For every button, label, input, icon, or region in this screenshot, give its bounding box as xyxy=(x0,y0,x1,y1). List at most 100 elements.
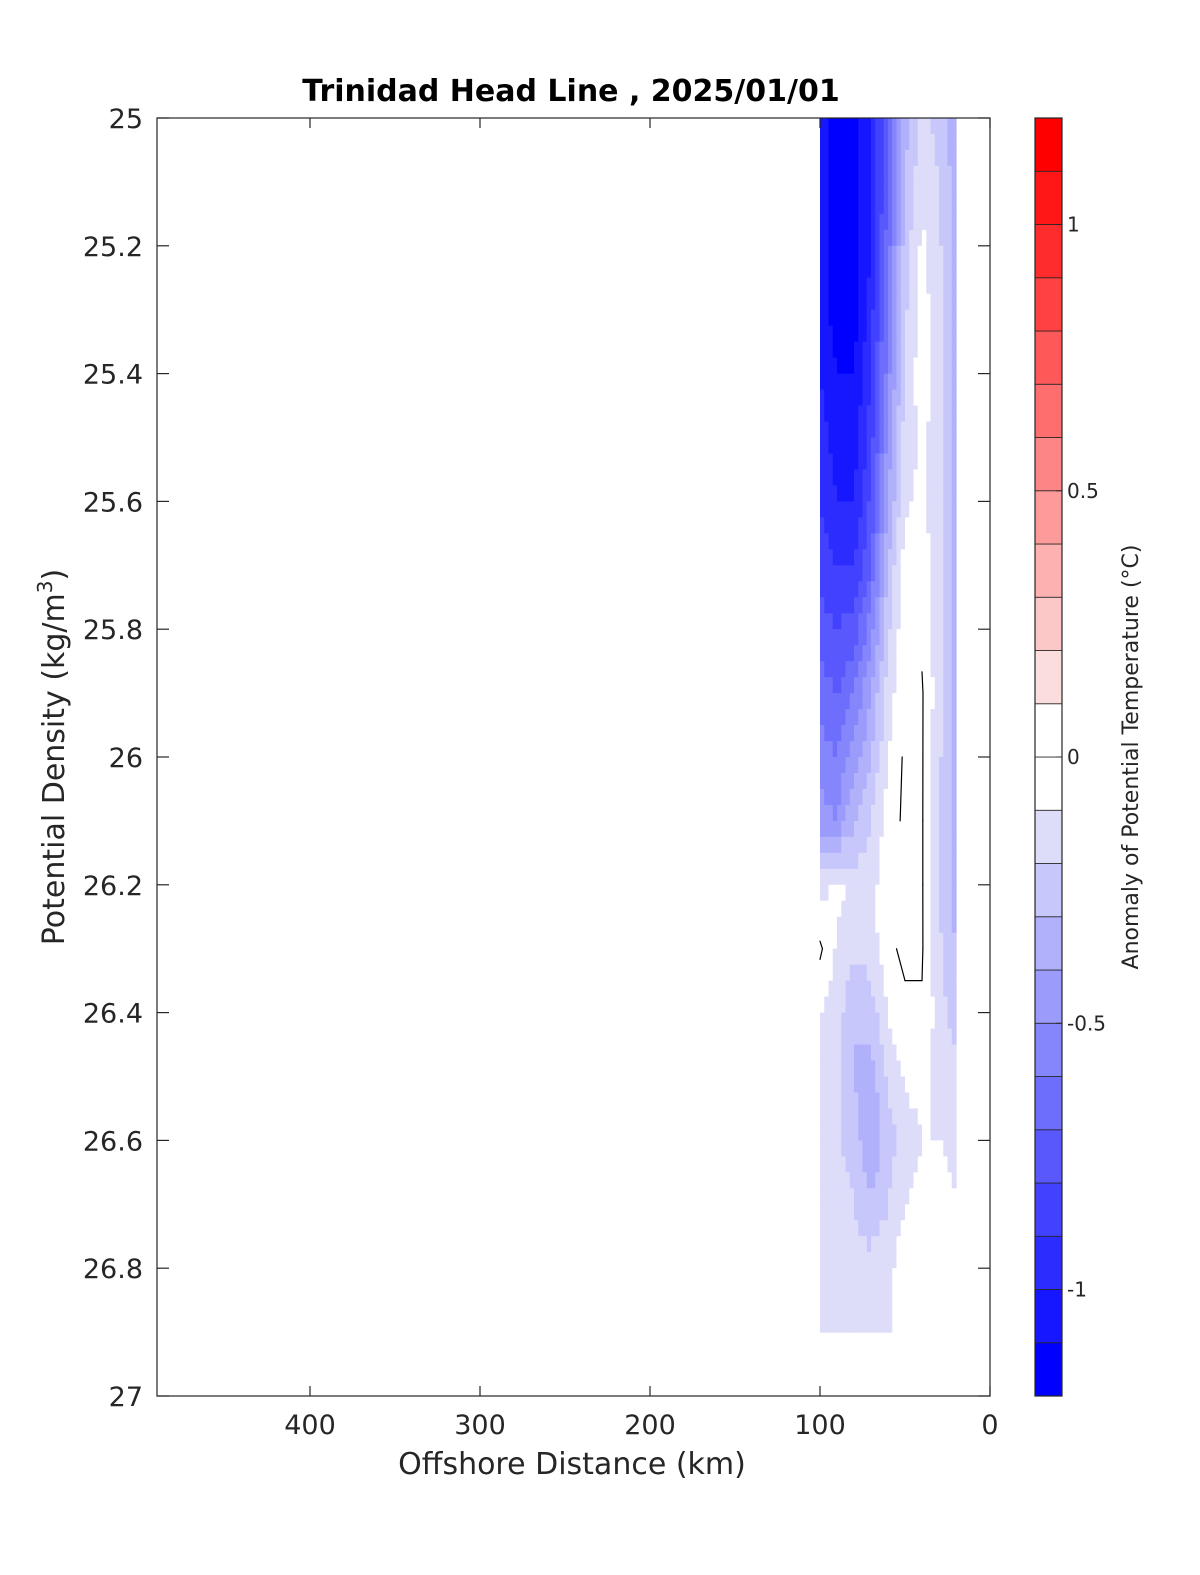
heatmap-cell xyxy=(871,469,876,487)
heatmap-cell xyxy=(832,133,838,151)
heatmap-cell xyxy=(866,1124,872,1141)
heatmap-cell xyxy=(888,581,893,598)
heatmap-cell xyxy=(939,118,944,135)
colorbar-segment xyxy=(1034,1289,1063,1344)
heatmap-cell xyxy=(892,1092,898,1110)
heatmap-cell xyxy=(939,517,944,534)
heatmap-cell xyxy=(892,613,898,630)
heatmap-cell xyxy=(947,501,953,518)
heatmap-cell xyxy=(832,1204,838,1221)
heatmap-cell xyxy=(926,389,932,407)
heatmap-cell xyxy=(883,1220,889,1237)
heatmap-cell xyxy=(879,1028,885,1046)
heatmap-cell xyxy=(858,1028,864,1046)
heatmap-cell xyxy=(900,165,906,183)
heatmap-cell xyxy=(879,325,885,343)
heatmap-cell xyxy=(934,1060,940,1078)
heatmap-cell xyxy=(845,437,851,455)
heatmap-cell xyxy=(913,1268,919,1285)
heatmap-cell xyxy=(943,1060,949,1078)
heatmap-cell xyxy=(883,1204,889,1221)
heatmap-cell xyxy=(913,1060,919,1078)
heatmap-cell xyxy=(934,389,940,407)
heatmap-cell xyxy=(917,309,923,327)
heatmap-cell xyxy=(943,788,949,806)
heatmap-cell xyxy=(934,533,940,550)
heatmap-cell xyxy=(926,900,932,918)
heatmap-cell xyxy=(896,1268,902,1285)
heatmap-cell xyxy=(875,1044,881,1062)
heatmap-cell xyxy=(943,325,949,343)
heatmap-cell xyxy=(845,501,851,518)
heatmap-cell xyxy=(862,980,868,998)
heatmap-cell xyxy=(875,1140,881,1157)
heatmap-cell xyxy=(854,453,859,471)
heatmap-cell xyxy=(900,469,906,487)
heatmap-cell xyxy=(913,868,919,886)
heatmap-cell xyxy=(913,804,919,822)
heatmap-cell xyxy=(866,1252,872,1269)
heatmap-cell xyxy=(832,245,838,263)
heatmap-cell xyxy=(930,501,936,518)
heatmap-cell xyxy=(917,453,923,471)
heatmap-cell xyxy=(832,1172,838,1189)
heatmap-cell xyxy=(943,453,949,471)
heatmap-cell xyxy=(858,197,864,215)
heatmap-cell xyxy=(862,293,868,311)
heatmap-cell xyxy=(879,261,885,279)
colorbar-tick-label: 0 xyxy=(1067,745,1080,769)
heatmap-cell xyxy=(888,1060,893,1078)
heatmap-cell xyxy=(824,165,830,183)
heatmap-cell xyxy=(896,1012,902,1030)
heatmap-cell xyxy=(930,916,936,934)
heatmap-cell xyxy=(922,836,927,854)
heatmap-cell xyxy=(900,613,906,630)
heatmap-cell xyxy=(824,501,830,518)
heatmap-cell xyxy=(871,1092,876,1110)
heatmap-cell xyxy=(875,485,881,502)
heatmap-cell xyxy=(913,118,919,135)
heatmap-cell xyxy=(939,836,944,854)
heatmap-cell xyxy=(922,197,927,215)
heatmap-cell xyxy=(841,197,847,215)
heatmap-cell xyxy=(828,485,834,502)
heatmap-cell xyxy=(939,549,944,566)
heatmap-cell xyxy=(828,916,834,934)
heatmap-cell xyxy=(828,453,834,471)
heatmap-cell xyxy=(951,725,957,742)
heatmap-cell xyxy=(943,533,949,550)
heatmap-cell xyxy=(866,373,872,391)
heatmap-cell xyxy=(824,1028,830,1046)
heatmap-cell xyxy=(837,325,842,343)
heatmap-cell xyxy=(934,836,940,854)
heatmap-cell xyxy=(930,980,936,998)
heatmap-cell xyxy=(905,165,910,183)
heatmap-cell xyxy=(837,1012,842,1030)
heatmap-cell xyxy=(883,277,889,295)
heatmap-cell xyxy=(913,533,919,550)
heatmap-cell xyxy=(875,996,881,1014)
heatmap-cell xyxy=(875,389,881,407)
heatmap-cell xyxy=(922,373,927,391)
heatmap-cell xyxy=(900,261,906,279)
heatmap-cell xyxy=(922,1284,927,1301)
heatmap-cell xyxy=(930,948,936,966)
heatmap-cell xyxy=(854,341,859,359)
heatmap-cell xyxy=(951,1044,957,1062)
heatmap-cell xyxy=(913,772,919,790)
heatmap-cell xyxy=(837,133,842,151)
heatmap-cell xyxy=(905,964,910,982)
colorbar-segment xyxy=(1034,1022,1063,1077)
heatmap-cell xyxy=(837,229,842,247)
heatmap-cell xyxy=(824,1124,830,1141)
heatmap-cell xyxy=(905,373,910,391)
heatmap-cell xyxy=(934,916,940,934)
heatmap-cell xyxy=(875,852,881,870)
heatmap-cell xyxy=(896,453,902,471)
heatmap-cell xyxy=(879,948,885,966)
heatmap-cell xyxy=(849,1124,855,1141)
heatmap-cell xyxy=(947,948,953,966)
heatmap-cell xyxy=(943,725,949,742)
heatmap-cell xyxy=(866,613,872,630)
heatmap-cell xyxy=(824,884,830,902)
